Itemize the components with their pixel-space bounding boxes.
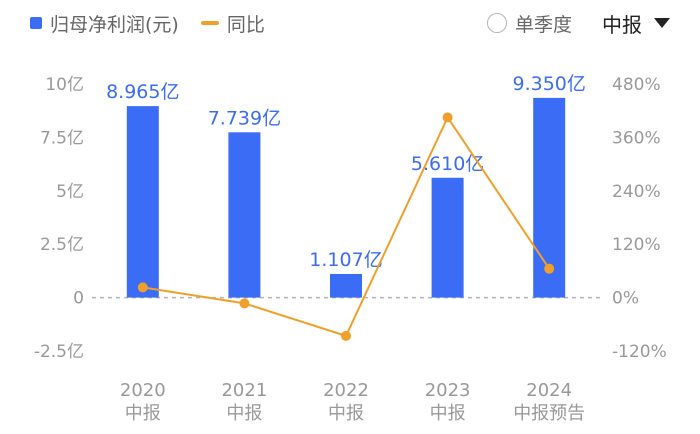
right-tick-label: 480% bbox=[612, 75, 661, 95]
legend: 归母净利润(元) 同比 bbox=[30, 8, 287, 38]
period-select[interactable]: 中报 bbox=[602, 12, 642, 37]
bar-2020 bbox=[126, 106, 159, 298]
legend-item-yoy[interactable]: 同比 bbox=[200, 10, 265, 37]
right-tick-label: -120% bbox=[612, 342, 667, 362]
yoy-point-2021 bbox=[239, 298, 250, 309]
chart-controls: 单季度 中报 bbox=[486, 8, 670, 38]
yoy-point-2020 bbox=[137, 282, 148, 293]
yoy-point-2022 bbox=[341, 330, 351, 341]
right-tick-label: 360% bbox=[612, 128, 661, 148]
category-label-period: 中报预告 bbox=[513, 403, 585, 424]
bar-data-label: 7.739亿 bbox=[208, 107, 281, 129]
caret-down-icon[interactable] bbox=[654, 18, 670, 28]
left-tick-label: 5亿 bbox=[56, 182, 84, 202]
legend-label-yoy: 同比 bbox=[226, 13, 265, 36]
bar-data-label: 1.107亿 bbox=[309, 249, 382, 271]
category-label-year: 2022 bbox=[323, 380, 369, 401]
category-label-period: 中报 bbox=[430, 403, 466, 424]
category-label-period: 中报 bbox=[226, 403, 262, 424]
right-tick-label: 120% bbox=[612, 235, 661, 255]
right-tick-label: 0% bbox=[612, 289, 639, 309]
line-swatch-icon bbox=[200, 21, 219, 25]
single-quarter-label[interactable]: 单季度 bbox=[514, 13, 572, 36]
right-tick-label: 240% bbox=[612, 182, 661, 202]
category-label-period: 中报 bbox=[328, 403, 364, 424]
category-label-year: 2023 bbox=[425, 380, 471, 401]
left-tick-label: 2.5亿 bbox=[40, 235, 84, 255]
bar-2023 bbox=[431, 177, 464, 298]
yoy-point-2024 bbox=[544, 263, 555, 274]
left-tick-label: -2.5亿 bbox=[34, 342, 84, 362]
single-quarter-radio-icon[interactable] bbox=[486, 13, 507, 33]
bar-2022 bbox=[330, 273, 362, 298]
bar-data-label: 8.965亿 bbox=[106, 81, 179, 103]
category-label-year: 2020 bbox=[120, 380, 166, 401]
bar-2021 bbox=[228, 132, 261, 298]
yoy-point-2023 bbox=[442, 112, 453, 123]
left-tick-label: 7.5亿 bbox=[40, 128, 84, 148]
legend-item-profit[interactable]: 归母净利润(元) bbox=[30, 10, 179, 37]
category-label-year: 2024 bbox=[526, 380, 572, 401]
category-label-year: 2021 bbox=[221, 380, 267, 401]
bar-data-label: 9.350亿 bbox=[512, 73, 585, 95]
legend-label-profit: 归母净利润(元) bbox=[50, 13, 179, 36]
left-tick-label: 0 bbox=[73, 289, 84, 309]
bar-swatch-icon bbox=[30, 17, 42, 29]
left-tick-label: 10亿 bbox=[45, 75, 84, 95]
category-label-period: 中报 bbox=[125, 403, 161, 424]
yoy-line bbox=[142, 115, 551, 338]
